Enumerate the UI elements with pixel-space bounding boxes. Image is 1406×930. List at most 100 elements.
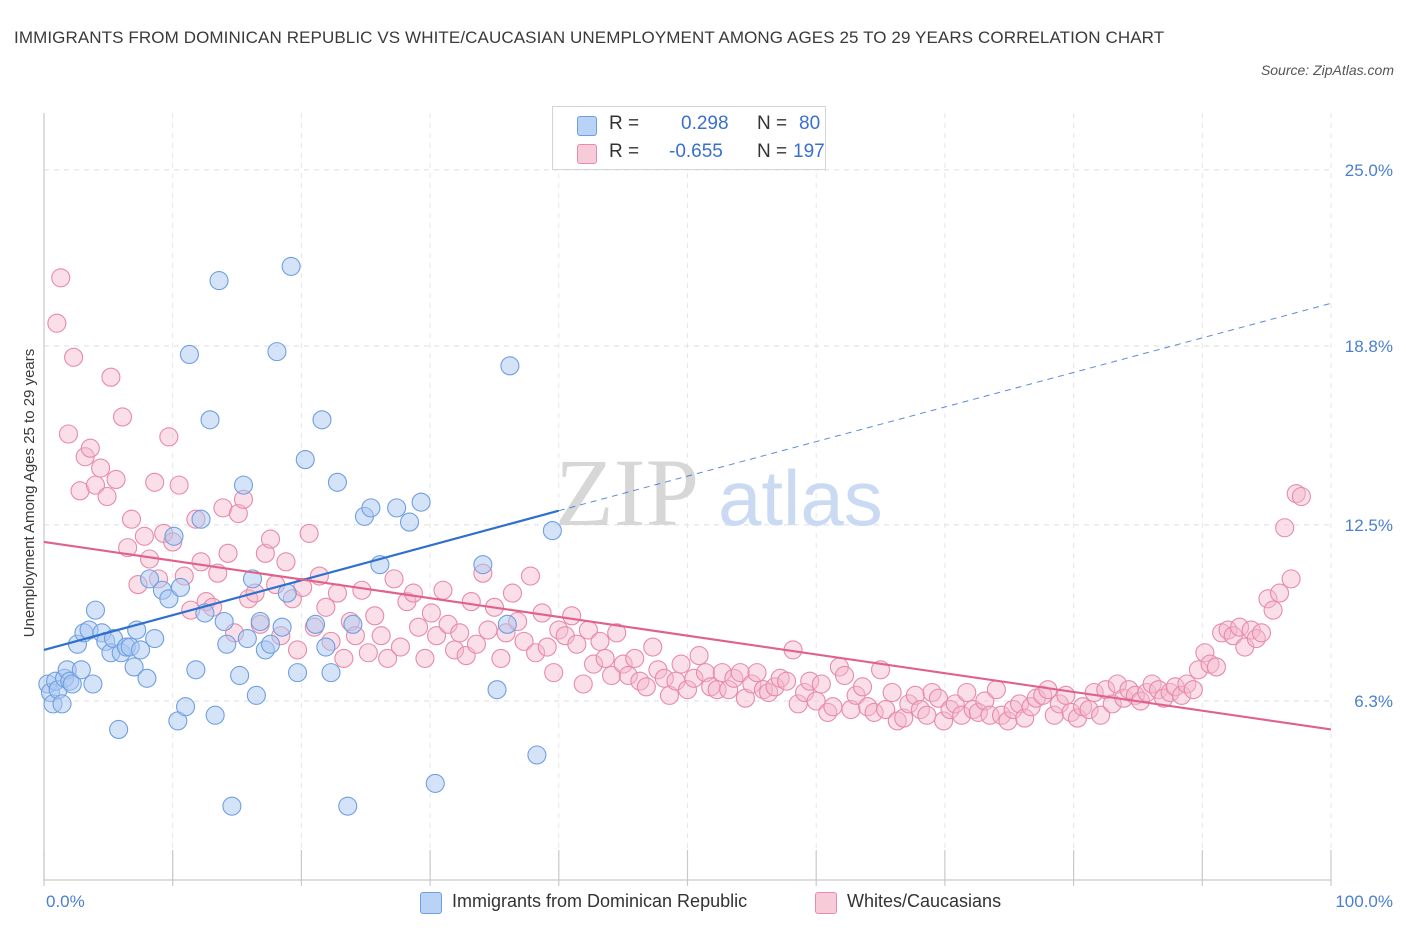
whites-point [928,688,949,708]
whites-point [654,668,674,688]
whites-point [58,424,79,444]
whites-point [276,552,296,572]
whites-point [1258,589,1278,609]
whites-point [134,526,154,546]
whites-point [940,700,960,720]
whites-point [112,407,133,427]
whites-point [91,458,111,478]
whites-point [986,680,1006,700]
whites-point [544,663,564,683]
series-dominican-points [38,256,562,816]
dominican-point [159,589,179,609]
whites-point [917,705,937,725]
whites-point [358,643,378,663]
dominican-point [145,628,165,649]
dominican-point [260,634,281,654]
whites-point [876,700,896,720]
whites-point [1291,486,1311,507]
dominican-point [52,694,72,714]
legend-r-value: 0.298 [681,113,729,134]
whites-point [618,665,638,686]
whites-point [719,680,739,700]
whites-point [730,663,750,683]
whites-point [806,691,826,711]
whites-point [590,631,610,651]
whites-point [671,654,691,674]
whites-point [408,617,429,637]
whites-point [957,682,977,703]
whites-point [378,648,398,668]
dominican-point [205,705,225,725]
whites-point [602,665,622,686]
dominican-point [281,256,301,276]
dominican-point [500,356,520,376]
dominican-point [164,526,184,546]
y-axis-label: Unemployment Among Ages 25 to 29 years [21,349,38,638]
dominican-point [124,657,144,677]
legend-swatch-pink [577,144,597,164]
whites-point [445,640,465,660]
whites-point [1160,682,1180,703]
whites-point [97,486,117,507]
dominican-point [399,512,420,532]
y-tick-label: 12.5% [1345,516,1393,535]
dominican-point [287,663,308,683]
watermark: ZIP atlas [555,439,883,546]
whites-point [478,620,498,640]
whites-point [864,702,884,722]
whites-point [852,677,873,697]
whites-point [689,646,709,666]
dominican-point [242,569,263,589]
whites-point [520,566,541,586]
tick-labels: 6.3% 12.5% 18.8% 25.0% 0.0% 100.0% [46,161,1393,911]
whites-point [1286,484,1306,504]
dominican-point [186,660,206,680]
whites-point [834,665,855,686]
whites-point [1281,569,1301,589]
whites-point [426,626,447,646]
chart-source: Source: ZipAtlas.com [1260,62,1394,78]
whites-point [583,654,604,674]
whites-point [573,674,593,694]
whites-point [1246,628,1266,649]
whites-point [121,509,142,529]
whites-point [526,643,546,663]
whites-point [800,671,820,691]
watermark-atlas: atlas [718,454,883,542]
dominican-point [137,668,157,688]
dominican-point [338,796,358,816]
whites-point [894,708,914,728]
y-tick-label: 25.0% [1345,161,1393,180]
whites-point [491,648,511,668]
whites-point [365,606,385,626]
whites-point [228,503,248,524]
whites-point [968,702,988,722]
whites-point [101,367,121,387]
dominican-point [209,271,229,291]
whites-point [1091,705,1111,725]
x-tick-label: 100.0% [1335,892,1393,911]
whites-point [502,583,523,603]
whites-point [1263,600,1283,620]
dominican-trend-extension [558,302,1332,512]
whites-point [384,569,404,589]
whites-point [934,711,954,731]
whites-point [1107,674,1127,694]
whites-point [450,623,470,643]
whites-point [1172,685,1192,705]
legend-n-label: N = [757,113,788,134]
whites-point [1044,705,1064,725]
dominican-point [343,614,363,634]
whites-point [975,691,995,711]
dominican-point [233,475,254,495]
whites-point [80,438,100,458]
whites-point [607,623,627,643]
dominican-point [109,719,129,739]
dominican-point [327,472,347,492]
dominican-point [200,410,220,430]
legend-r-label: R = [609,141,640,162]
whites-point [1275,518,1295,538]
whites-point [945,694,965,714]
whites-point [818,702,838,722]
bottom-legend-label: Immigrants from Dominican Republic [452,891,748,911]
